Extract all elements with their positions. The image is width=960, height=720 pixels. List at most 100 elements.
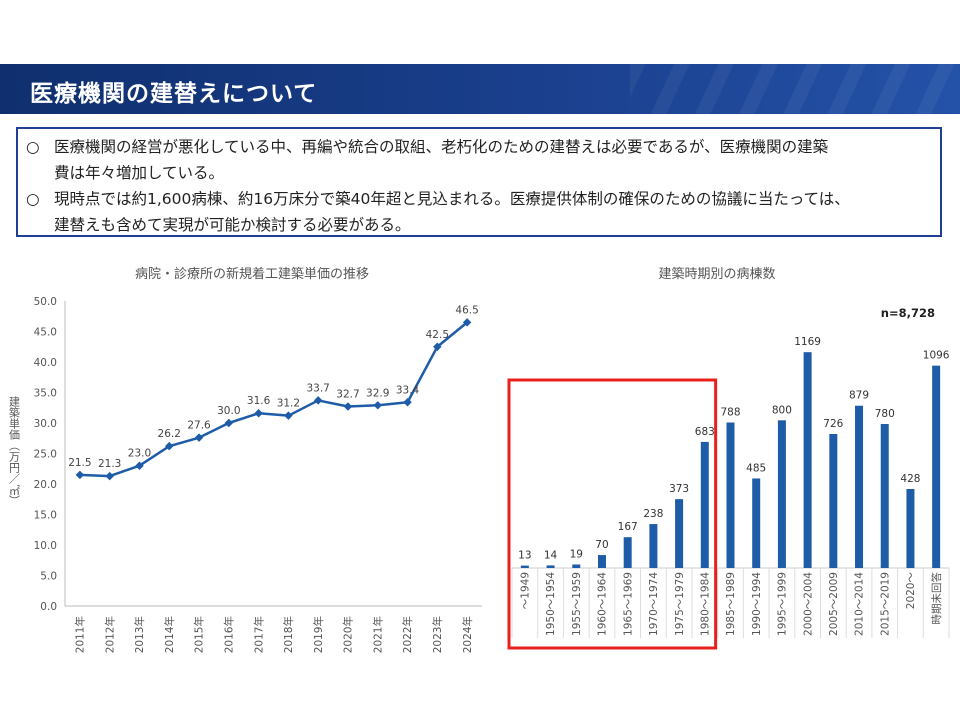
construction-unit-price-line-chart: 病院・診療所の新規着工建築単価の推移 0.0 5.0 10.0 15.0 20.0 25.0… [8, 266, 482, 653]
title-bar: 医療機関の建替えについて [0, 64, 960, 114]
summary-item-1-line-2: 費は年々増加している。 [54, 164, 225, 182]
bar-chart-x-tick: 1970～1974 [648, 572, 660, 636]
bar-chart-x-tick: 1960～1964 [597, 572, 609, 636]
bar-chart-bar [777, 420, 786, 568]
bar-chart-x-tick: 1955～1959 [571, 572, 583, 636]
bar-chart-bar [597, 555, 606, 568]
line-chart-data-label: 33.4 [396, 384, 420, 396]
bar-chart-bar [675, 499, 684, 568]
line-chart-x-tick: 2024年 [461, 616, 474, 653]
line-chart-point [75, 470, 85, 480]
line-chart-point [313, 396, 323, 405]
bar-chart-x-tick: 1995～1999 [777, 572, 789, 636]
summary-item-2-line-2: 建替えも含めて実現が可能か検討する必要がある。 [54, 216, 411, 234]
line-chart-data-label: 42.5 [426, 329, 449, 341]
bar-chart-bar [700, 441, 709, 568]
bar-chart-x-tick: 1950～1954 [545, 572, 557, 636]
line-chart-data-label: 21.5 [68, 457, 91, 469]
summary-item-2: ○ 現時点では約1,600病棟、約16万床分で築40年超と見込まれる。医療提供体制… [26, 186, 850, 212]
bar-chart-data-label: 780 [875, 408, 895, 420]
bar-chart-x-tick: 1980～1984 [699, 572, 711, 636]
line-chart-point [433, 342, 442, 351]
bar-chart-data-label: 373 [669, 483, 689, 495]
line-chart-x-tick: 2011年 [74, 616, 87, 653]
bar-chart-x-tick: 2020～ [905, 572, 917, 610]
line-chart-data-label: 27.6 [187, 420, 211, 432]
line-chart-x-tick: 2018年 [282, 616, 295, 653]
line-chart-data-label: 32.7 [336, 389, 359, 401]
line-chart-x-tick: 2021年 [371, 616, 384, 653]
bar-chart-bar [520, 565, 529, 568]
line-chart-x-tick: 2022年 [401, 616, 414, 653]
bar-chart-data-label: 683 [695, 426, 715, 438]
line-chart-x-tick: 2014年 [163, 616, 176, 653]
bar-chart-bar [932, 365, 941, 568]
line-chart-point [284, 411, 293, 420]
bar-chart-x-tick: 2000～2004 [802, 572, 814, 636]
bar-chart-x-tick: 1990～1994 [751, 572, 763, 636]
line-chart-data-label: 23.0 [128, 448, 151, 460]
line-chart-data-label: 31.2 [277, 398, 300, 410]
bar-chart-bar [572, 564, 581, 568]
bullet-circle-icon: ○ [26, 190, 40, 208]
title-bar-decoration [630, 64, 960, 114]
bar-chart-data-label: 167 [618, 521, 638, 533]
bar-chart-bar [829, 433, 838, 568]
line-chart-x-tick: 2019年 [312, 616, 325, 653]
line-chart-y-tick: 5.0 [40, 571, 57, 583]
bar-chart-title: 建築時期別の病棟数 [658, 267, 775, 282]
summary-item-2-line-1: 現時点では約1,600病棟、約16万床分で築40年超と見込まれる。医療提供体制の… [54, 190, 850, 208]
line-chart-y-tick: 30.0 [34, 418, 57, 430]
bar-chart-bar [752, 478, 761, 568]
line-chart-data-label: 21.3 [98, 458, 121, 470]
line-chart-y-tick: 15.0 [34, 510, 57, 522]
bar-chart-bar [623, 537, 632, 568]
bar-chart-data-label: 238 [643, 508, 663, 520]
line-chart-point [254, 408, 263, 418]
line-chart-data-label: 32.9 [366, 387, 389, 399]
line-chart-y-tick: 0.0 [40, 601, 57, 613]
line-chart-point [105, 471, 114, 481]
summary-item-1: ○ 医療機関の経営が悪化している中、再編や統合の取組、老朽化のための建替えは必要で… [26, 134, 828, 160]
line-chart-x-tick: 2020年 [342, 616, 355, 653]
bar-chart-x-tick: 1985～1989 [725, 572, 737, 636]
bar-chart-data-label: 19 [570, 548, 583, 560]
bar-chart-bar [855, 405, 864, 568]
bar-chart-bar [546, 565, 555, 568]
line-chart-x-tick: 2013年 [133, 616, 146, 653]
bar-chart-bar [906, 488, 915, 568]
bar-chart-x-tick: 2015～2019 [879, 572, 891, 636]
bar-chart-data-label: 13 [518, 550, 531, 562]
line-chart-y-tick: 45.0 [34, 327, 57, 339]
bar-chart-x-tick: 1975～1979 [674, 572, 686, 636]
line-chart-x-tick: 2023年 [431, 616, 444, 653]
line-chart-point [373, 401, 382, 410]
summary-box: ○ 医療機関の経営が悪化している中、再編や統合の取組、老朽化のための建替えは必要で… [16, 127, 942, 237]
line-chart-y-tick: 10.0 [34, 540, 57, 552]
bullet-circle-icon: ○ [26, 138, 40, 156]
bar-chart-bar [726, 422, 735, 568]
bar-chart-data-label: 726 [823, 418, 843, 430]
line-chart-data-label: 30.0 [217, 405, 240, 417]
bar-chart-sample-size: n=8,728 [881, 306, 935, 320]
line-chart-y-tick: 40.0 [34, 357, 57, 369]
bar-chart-data-label: 800 [772, 404, 792, 416]
bar-chart-data-label: 70 [595, 539, 608, 551]
line-chart-y-tick: 50.0 [34, 296, 57, 308]
line-chart-point [462, 318, 472, 327]
line-chart-data-label: 46.5 [455, 304, 478, 316]
line-chart-data-label: 33.7 [306, 382, 329, 394]
line-chart-point [194, 433, 204, 442]
line-chart-y-label: 建築単価（万円／㎡） [8, 395, 21, 506]
line-chart-data-label: 31.6 [247, 395, 271, 407]
bar-chart-highlight-box [507, 378, 718, 650]
summary-item-1-line-1: 医療機関の経営が悪化している中、再編や統合の取組、老朽化のための建替えは必要であ… [54, 138, 829, 156]
line-chart-x-tick: 2015年 [193, 616, 206, 653]
bar-chart-x-tick: 時期未回答 [930, 572, 943, 625]
bar-chart-data-label: 485 [746, 462, 766, 474]
bar-chart-data-label: 14 [544, 549, 558, 561]
bar-chart-data-label: 428 [900, 473, 920, 485]
line-chart-y-tick: 25.0 [34, 449, 57, 461]
bar-chart-data-label: 879 [849, 390, 869, 402]
line-chart-x-tick: 2017年 [252, 616, 265, 653]
